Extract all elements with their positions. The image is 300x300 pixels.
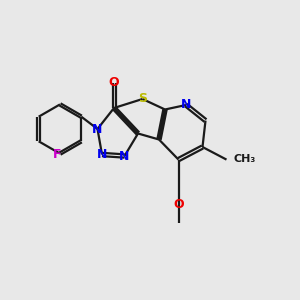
Text: O: O bbox=[109, 76, 119, 89]
Text: S: S bbox=[138, 92, 147, 106]
Text: CH₃: CH₃ bbox=[233, 154, 255, 164]
Text: N: N bbox=[181, 98, 191, 112]
Text: N: N bbox=[97, 148, 107, 161]
Text: O: O bbox=[173, 198, 184, 211]
Text: N: N bbox=[92, 122, 103, 136]
Text: F: F bbox=[53, 148, 62, 161]
Text: N: N bbox=[119, 149, 130, 163]
